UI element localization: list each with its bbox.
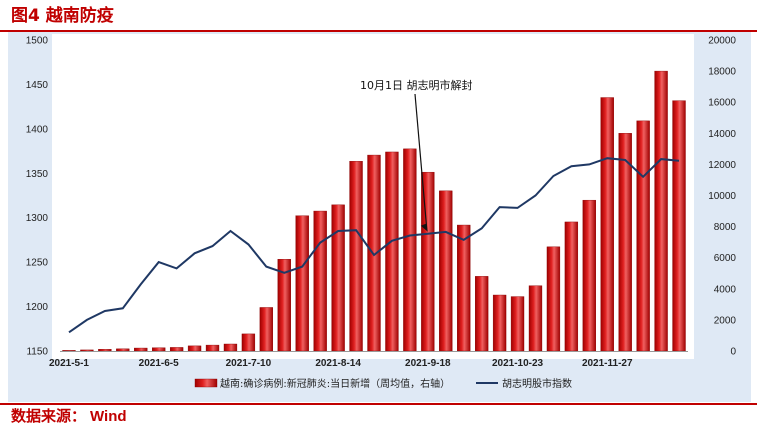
chart-panel: 1150 1200 1250 1300 1350 1400 1450 1500 0 2000 400… xyxy=(8,32,751,402)
figure-title: 图4 越南防疫 xyxy=(11,6,114,26)
bar-new-cases xyxy=(259,307,274,352)
right-axis-tick-label: 14000 xyxy=(708,129,736,140)
bar-new-cases xyxy=(98,349,112,352)
left-axis-tick-label: 1150 xyxy=(26,347,48,358)
bar-new-cases xyxy=(457,224,471,352)
right-axis-tick-label: 16000 xyxy=(708,98,736,109)
source-label: 数据来源： xyxy=(11,407,87,425)
bar-new-cases xyxy=(421,171,435,352)
bar-new-cases xyxy=(564,221,579,352)
line-hcm-index xyxy=(68,157,680,334)
left-axis-tick-label: 1400 xyxy=(26,124,49,135)
legend-label-line: 胡志明股市指数 xyxy=(502,377,572,390)
bar-new-cases xyxy=(492,294,507,352)
title-rule xyxy=(0,30,757,32)
bar-new-cases xyxy=(62,350,76,352)
bar-new-cases xyxy=(672,100,686,352)
annotation-arrowhead xyxy=(420,223,428,232)
bar-new-cases xyxy=(152,347,166,352)
right-axis-tick-label: 8000 xyxy=(714,222,737,233)
bar-new-cases xyxy=(241,333,256,352)
right-axis-tick-label: 6000 xyxy=(714,253,737,264)
bar-new-cases xyxy=(80,349,94,352)
bar-new-cases xyxy=(439,190,453,352)
x-axis-tick-label: 2021-10-23 xyxy=(492,358,544,369)
x-axis-tick-label: 2021-7-10 xyxy=(226,358,272,369)
annotation-arrow xyxy=(414,93,428,230)
bar-new-cases xyxy=(134,347,148,352)
bar-new-cases xyxy=(367,154,381,352)
data-source: 数据来源： Wind xyxy=(11,404,127,428)
bar-new-cases xyxy=(349,161,363,352)
bar-new-cases xyxy=(654,70,668,352)
bar-new-cases xyxy=(223,343,238,352)
left-axis-tick-label: 1300 xyxy=(26,213,49,224)
left-axis-tick-label: 1200 xyxy=(26,302,49,313)
right-axis-tick-label: 18000 xyxy=(708,67,736,78)
right-axis-tick-label: 12000 xyxy=(708,160,736,171)
right-axis-tick-label: 10000 xyxy=(708,191,736,202)
bar-new-cases xyxy=(187,345,202,352)
left-axis-tick-label: 1250 xyxy=(26,258,49,269)
bar-new-cases xyxy=(331,204,345,352)
bar-new-cases xyxy=(313,210,327,352)
x-axis-tick-label: 2021-11-27 xyxy=(582,358,633,369)
bar-new-cases xyxy=(582,199,596,352)
x-axis-tick-label: 2021-9-18 xyxy=(405,358,451,369)
right-axis-tick-label: 0 xyxy=(730,347,736,358)
source-value: Wind xyxy=(90,408,127,425)
right-axis-tick-label: 2000 xyxy=(714,315,737,326)
x-axis-tick-label: 2021-6-5 xyxy=(139,358,179,369)
bar-new-cases xyxy=(546,246,561,352)
left-axis-tick-label: 1350 xyxy=(26,169,49,180)
x-axis-tick-label: 2021-8-14 xyxy=(315,358,361,369)
bar-new-cases xyxy=(600,97,614,352)
legend-swatch-bars xyxy=(194,378,218,388)
footer-rule xyxy=(0,403,757,405)
left-axis-tick-label: 1500 xyxy=(26,36,49,47)
x-axis-tick-label: 2021-5-1 xyxy=(49,358,89,369)
bar-new-cases xyxy=(403,148,417,352)
bar-new-cases xyxy=(618,133,632,352)
annotation-text: 10月1日 胡志明市解封 xyxy=(360,78,473,92)
bar-new-cases xyxy=(385,151,399,352)
right-axis-tick-label: 20000 xyxy=(708,36,736,47)
bar-new-cases xyxy=(116,348,130,352)
bar-new-cases xyxy=(169,347,184,352)
bar-new-cases xyxy=(295,215,309,352)
bar-new-cases xyxy=(474,276,489,352)
bar-new-cases xyxy=(510,296,525,352)
bar-new-cases xyxy=(636,120,650,352)
right-axis-tick-label: 4000 xyxy=(714,284,737,295)
chart: 1150 1200 1250 1300 1350 1400 1450 1500 0 2000 400… xyxy=(26,34,737,390)
bar-new-cases xyxy=(528,285,543,352)
left-axis-tick-label: 1450 xyxy=(26,80,49,91)
bar-new-cases xyxy=(205,344,220,352)
legend-label-bars: 越南:确诊病例:新冠肺炎:当日新增（周均值，右轴） xyxy=(220,377,450,390)
